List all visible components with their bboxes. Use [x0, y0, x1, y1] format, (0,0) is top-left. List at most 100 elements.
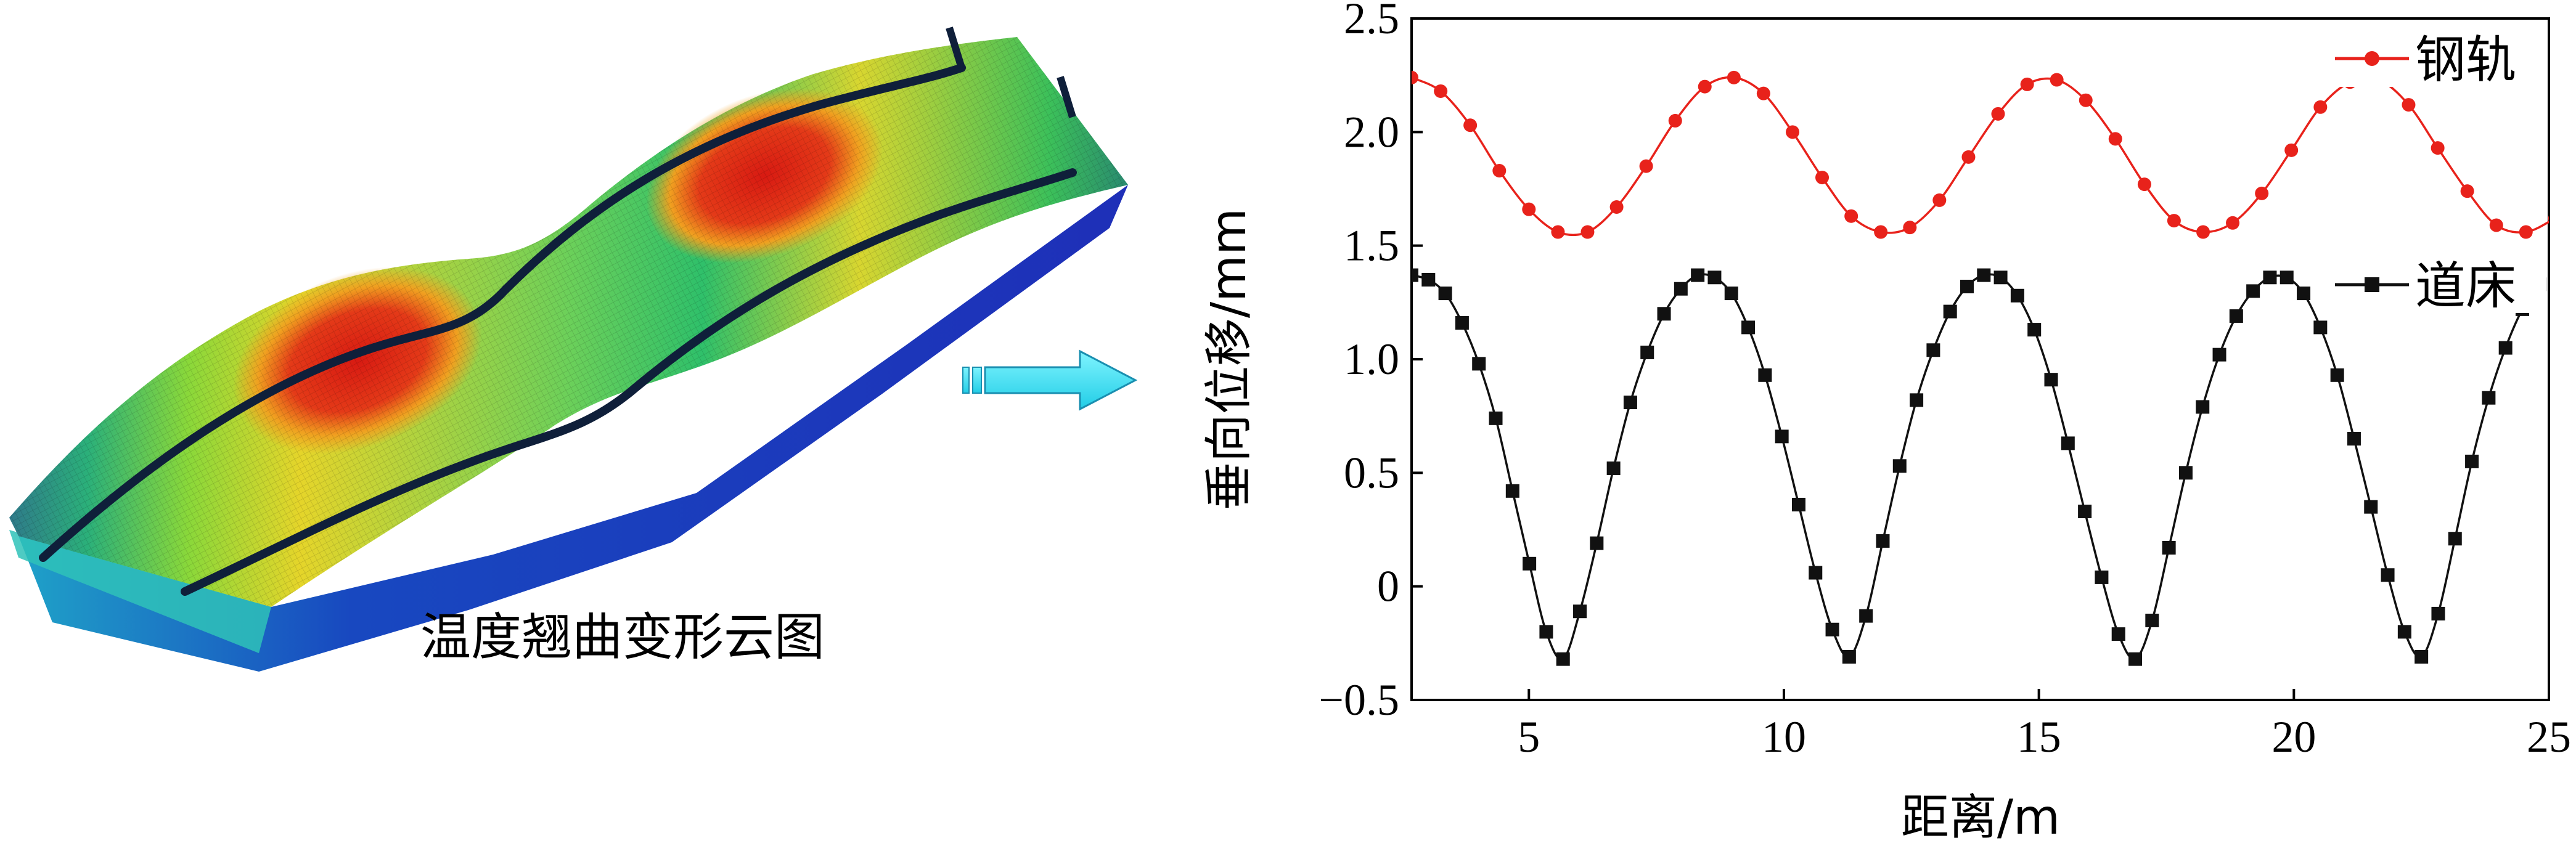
- data-point: [2263, 270, 2277, 285]
- data-point: [1815, 171, 1830, 185]
- data-point: [2095, 570, 2109, 584]
- data-point: [2431, 606, 2445, 620]
- data-point: [1623, 396, 1637, 410]
- data-point: [2162, 540, 2176, 555]
- data-point: [1791, 497, 1805, 511]
- data-point: [1932, 193, 1947, 207]
- track-bed-front-edge: [9, 530, 271, 653]
- data-point: [2255, 186, 2269, 200]
- data-point: [2519, 225, 2533, 239]
- data-point: [2297, 287, 2311, 301]
- x-tick-label: 5: [1518, 712, 1540, 762]
- data-point: [1463, 118, 1478, 132]
- data-point: [1668, 113, 1682, 128]
- x-tick-label: 15: [2017, 712, 2061, 762]
- data-point: [1961, 150, 1976, 164]
- x-tick-label: 20: [2271, 712, 2316, 762]
- y-tick-label: 2.5: [1344, 0, 1399, 43]
- data-point: [2414, 649, 2429, 664]
- data-point: [1489, 411, 1503, 425]
- data-point: [2347, 432, 2361, 446]
- data-point: [1859, 609, 1873, 623]
- data-point: [1876, 534, 1890, 548]
- data-point: [1844, 209, 1858, 223]
- data-point: [1775, 429, 1789, 444]
- data-point: [1640, 345, 1654, 359]
- legend-marker: [2365, 51, 2379, 66]
- plot-frame: [1410, 17, 2550, 701]
- data-point: [1892, 459, 1907, 473]
- data-point: [1727, 70, 1741, 84]
- data-point: [1874, 225, 1888, 239]
- data-point: [2137, 177, 2151, 192]
- data-point: [1707, 270, 1722, 285]
- data-point: [1412, 268, 1418, 282]
- data-point: [2212, 348, 2226, 362]
- track-bed-side-face: [18, 185, 1128, 672]
- y-axis-title: 垂向位移/mm: [1201, 208, 1257, 510]
- legend-item: 道床: [2330, 256, 2546, 315]
- data-point: [2284, 143, 2299, 157]
- series-line: [1412, 273, 2540, 661]
- data-point: [2229, 309, 2243, 323]
- data-point: [1786, 125, 1800, 139]
- data-point: [1842, 649, 1856, 664]
- data-point: [2111, 627, 2125, 641]
- legend-label: 道床: [2415, 257, 2516, 315]
- data-point: [1910, 393, 1924, 407]
- data-point: [2020, 77, 2034, 91]
- data-point: [2381, 568, 2395, 582]
- data-point: [1657, 307, 1671, 321]
- legend-item: 钢轨: [2330, 30, 2546, 89]
- y-tick-label: 2.0: [1344, 107, 1399, 157]
- data-point: [1993, 270, 2008, 285]
- data-point: [2010, 288, 2024, 303]
- data-point: [2061, 436, 2075, 450]
- data-point: [1472, 357, 1486, 371]
- data-point: [1434, 84, 1448, 98]
- y-tick-label: −0.5: [1319, 675, 1399, 725]
- data-point: [2548, 215, 2549, 222]
- x-axis: 5 10 15 20 25: [1518, 689, 2571, 762]
- data-point: [1606, 461, 1621, 475]
- data-point: [1674, 282, 1688, 296]
- data-point: [1590, 536, 1604, 550]
- y-tick-label: 0: [1377, 562, 1399, 611]
- data-point: [2196, 400, 2210, 414]
- data-point: [1991, 107, 2005, 121]
- data-point: [2246, 284, 2260, 298]
- data-point: [2078, 505, 2092, 519]
- data-point: [2027, 323, 2042, 337]
- data-point: [2108, 132, 2122, 146]
- rail-right: [181, 168, 1077, 596]
- data-point: [1756, 86, 1770, 100]
- deformation-contour-image: [9, 26, 1128, 672]
- data-point: [2431, 141, 2445, 155]
- data-point: [2226, 216, 2240, 230]
- series-1: [1412, 70, 2549, 239]
- data-point: [1438, 287, 1452, 301]
- data-point: [1522, 202, 1536, 216]
- data-point: [2128, 652, 2143, 666]
- data-point: [1903, 221, 1917, 235]
- data-point: [1551, 225, 1565, 239]
- data-point: [1691, 268, 1705, 282]
- data-point: [1455, 316, 1469, 330]
- data-point: [1556, 652, 1570, 666]
- right-arrow-icon: [962, 349, 1138, 411]
- data-point: [1741, 320, 1756, 335]
- y-tick-label: 1.0: [1344, 335, 1399, 384]
- series-2: [1412, 268, 2546, 666]
- data-point: [2482, 391, 2496, 405]
- y-tick-label: 1.5: [1344, 221, 1399, 270]
- data-point: [2498, 341, 2513, 355]
- x-axis-title: 距离/m: [1901, 790, 2060, 845]
- data-point: [1926, 343, 1940, 357]
- data-point: [2402, 98, 2416, 112]
- data-point: [2050, 73, 2064, 87]
- data-point: [2330, 368, 2344, 382]
- data-point: [2489, 218, 2503, 232]
- data-point: [1943, 304, 1957, 319]
- data-point: [1492, 164, 1507, 178]
